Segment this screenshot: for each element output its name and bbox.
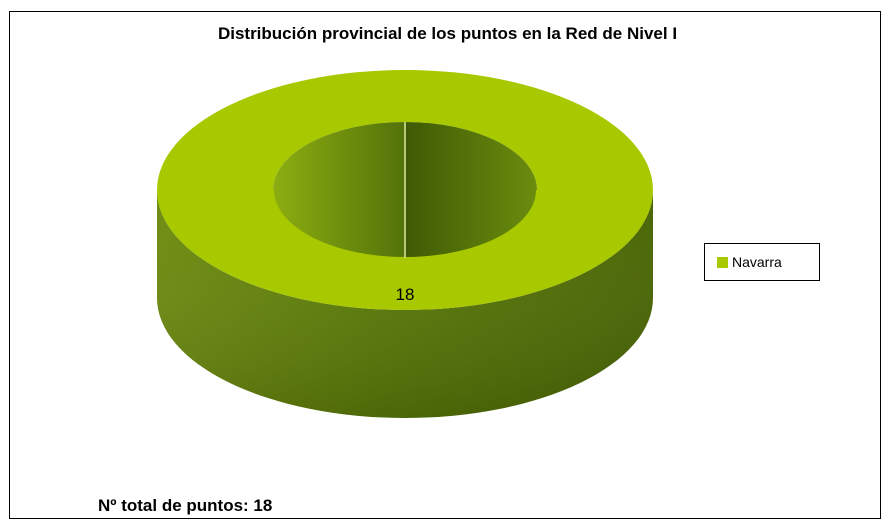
hole-inner-wall-left [273,122,405,258]
legend-label-navarra: Navarra [732,254,782,270]
hole-inner-wall-right [405,122,537,258]
legend-swatch-navarra [717,256,728,268]
ring-side-shade [157,190,653,418]
ring-slice-navarra [157,70,653,310]
data-label-navarra: 18 [396,285,415,304]
chart-legend: Navarra [704,243,820,281]
total-points-text: Nº total de puntos: 18 [98,496,273,515]
chart-title: Distribución provincial de los puntos en… [217,24,678,43]
